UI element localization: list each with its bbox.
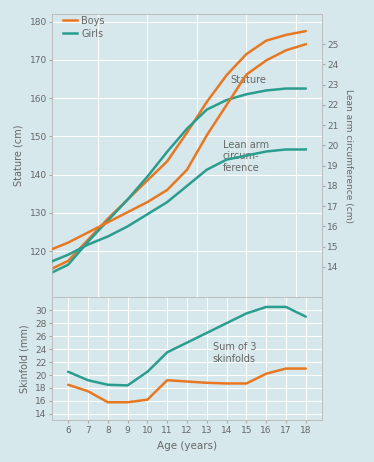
X-axis label: Age (years): Age (years) <box>157 441 217 450</box>
Y-axis label: Skinfold (mm): Skinfold (mm) <box>20 324 30 393</box>
Y-axis label: Stature (cm): Stature (cm) <box>14 125 24 186</box>
Text: Sum of 3
skinfolds: Sum of 3 skinfolds <box>213 342 256 364</box>
Y-axis label: Lean arm circumference (cm): Lean arm circumference (cm) <box>344 89 353 223</box>
Text: Lean arm
circum-
ference: Lean arm circum- ference <box>223 140 269 173</box>
Text: Stature: Stature <box>230 75 266 85</box>
Legend: Boys, Girls: Boys, Girls <box>62 16 105 39</box>
